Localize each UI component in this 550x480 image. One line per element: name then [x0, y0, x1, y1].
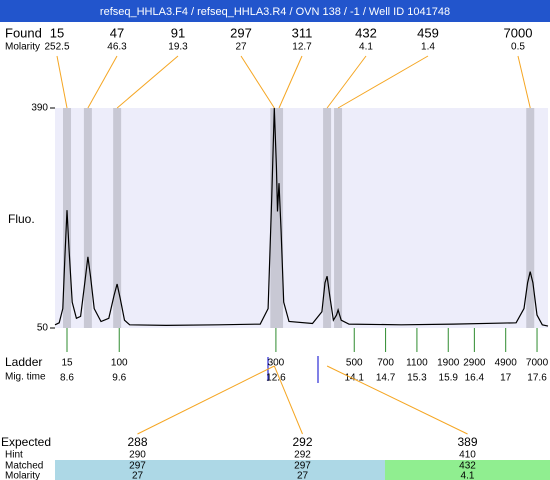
expected-matched: 432	[459, 461, 476, 472]
mig-time-label: Mig. time	[5, 372, 46, 383]
expected-expected: 389	[457, 435, 477, 449]
ladder-size: 1100	[406, 358, 428, 369]
y-tick-label: 390	[31, 103, 48, 114]
expected-hint: 292	[294, 450, 311, 461]
peak-band	[526, 108, 535, 328]
peak-band	[113, 108, 122, 328]
found-connector	[116, 55, 179, 109]
ladder-time: 17.6	[527, 373, 547, 384]
found-molarity: 12.7	[292, 42, 312, 53]
found-label: Found	[5, 25, 42, 40]
found-size: 15	[50, 25, 64, 40]
ladder-size: 4900	[495, 358, 518, 369]
trace	[54, 107, 549, 327]
found-connector	[278, 55, 303, 109]
found-molarity: 19.3	[168, 42, 188, 53]
found-connector	[87, 55, 118, 109]
ladder-time: 12.6	[266, 373, 286, 384]
ladder-time: 16.4	[465, 373, 485, 384]
title-bar	[0, 0, 550, 22]
expected-matched: 297	[294, 461, 311, 472]
found-molarity: 4.1	[359, 42, 373, 53]
found-molarity: 27	[235, 42, 247, 53]
matched-bg	[55, 460, 220, 480]
found-molarity: 252.5	[44, 42, 69, 53]
found-size: 432	[355, 25, 377, 40]
molarity-label: Molarity	[5, 42, 40, 53]
found-size: 47	[110, 25, 124, 40]
found-molarity: 46.3	[107, 42, 127, 53]
found-size: 7000	[504, 25, 533, 40]
ladder-time: 14.1	[345, 373, 365, 384]
ladder-label: Ladder	[5, 355, 42, 369]
expected-hint: 410	[459, 450, 476, 461]
ladder-size: 700	[377, 358, 394, 369]
matched-bg	[385, 460, 550, 480]
found-connector	[337, 55, 429, 109]
expected-expected: 292	[292, 435, 312, 449]
expected-connector	[273, 365, 303, 435]
expected-matched: 297	[129, 461, 146, 472]
expected-molarity: 27	[297, 471, 309, 480]
ladder-time: 9.6	[112, 373, 126, 384]
row-label: Matched	[5, 461, 43, 472]
ladder-size: 100	[111, 358, 128, 369]
ladder-time: 14.7	[376, 373, 396, 384]
row-label: Molarity	[5, 471, 40, 480]
peak-band	[270, 108, 279, 328]
peak-band	[323, 108, 332, 328]
ladder-size: 2900	[463, 358, 486, 369]
row-label: Hint	[5, 450, 23, 461]
ladder-size: 300	[268, 358, 285, 369]
found-connector	[517, 55, 531, 109]
found-size: 297	[230, 25, 252, 40]
plot-area	[55, 108, 548, 328]
ladder-time: 8.6	[60, 373, 74, 384]
ladder-size: 7000	[526, 358, 549, 369]
peak-band	[334, 108, 343, 328]
found-molarity: 0.5	[511, 42, 525, 53]
ladder-size: 500	[346, 358, 363, 369]
found-connector	[56, 55, 68, 109]
expected-connector	[326, 365, 468, 435]
matched-bg	[220, 460, 385, 480]
ladder-size: 1900	[437, 358, 460, 369]
found-size: 459	[417, 25, 439, 40]
y-tick-label: 50	[37, 323, 49, 334]
ladder-time: 15.9	[439, 373, 459, 384]
found-connector	[240, 55, 275, 109]
found-size: 91	[171, 25, 185, 40]
found-connector	[326, 55, 367, 109]
peak-band	[83, 108, 92, 328]
found-size: 311	[292, 25, 313, 40]
ladder-size: 15	[61, 358, 73, 369]
expected-expected: 288	[127, 435, 147, 449]
ladder-time: 15.3	[407, 373, 427, 384]
title: refseq_HHLA3.F4 / refseq_HHLA3.R4 / OVN …	[100, 6, 450, 18]
row-label: Expected	[1, 435, 51, 449]
ladder-time: 17	[500, 373, 512, 384]
peak-band	[275, 108, 284, 328]
found-molarity: 1.4	[421, 42, 435, 53]
expected-hint: 290	[129, 450, 146, 461]
y-axis-label: Fluo.	[8, 212, 35, 226]
expected-molarity: 27	[132, 471, 144, 480]
expected-molarity: 4.1	[461, 471, 475, 480]
expected-connector	[137, 365, 275, 435]
